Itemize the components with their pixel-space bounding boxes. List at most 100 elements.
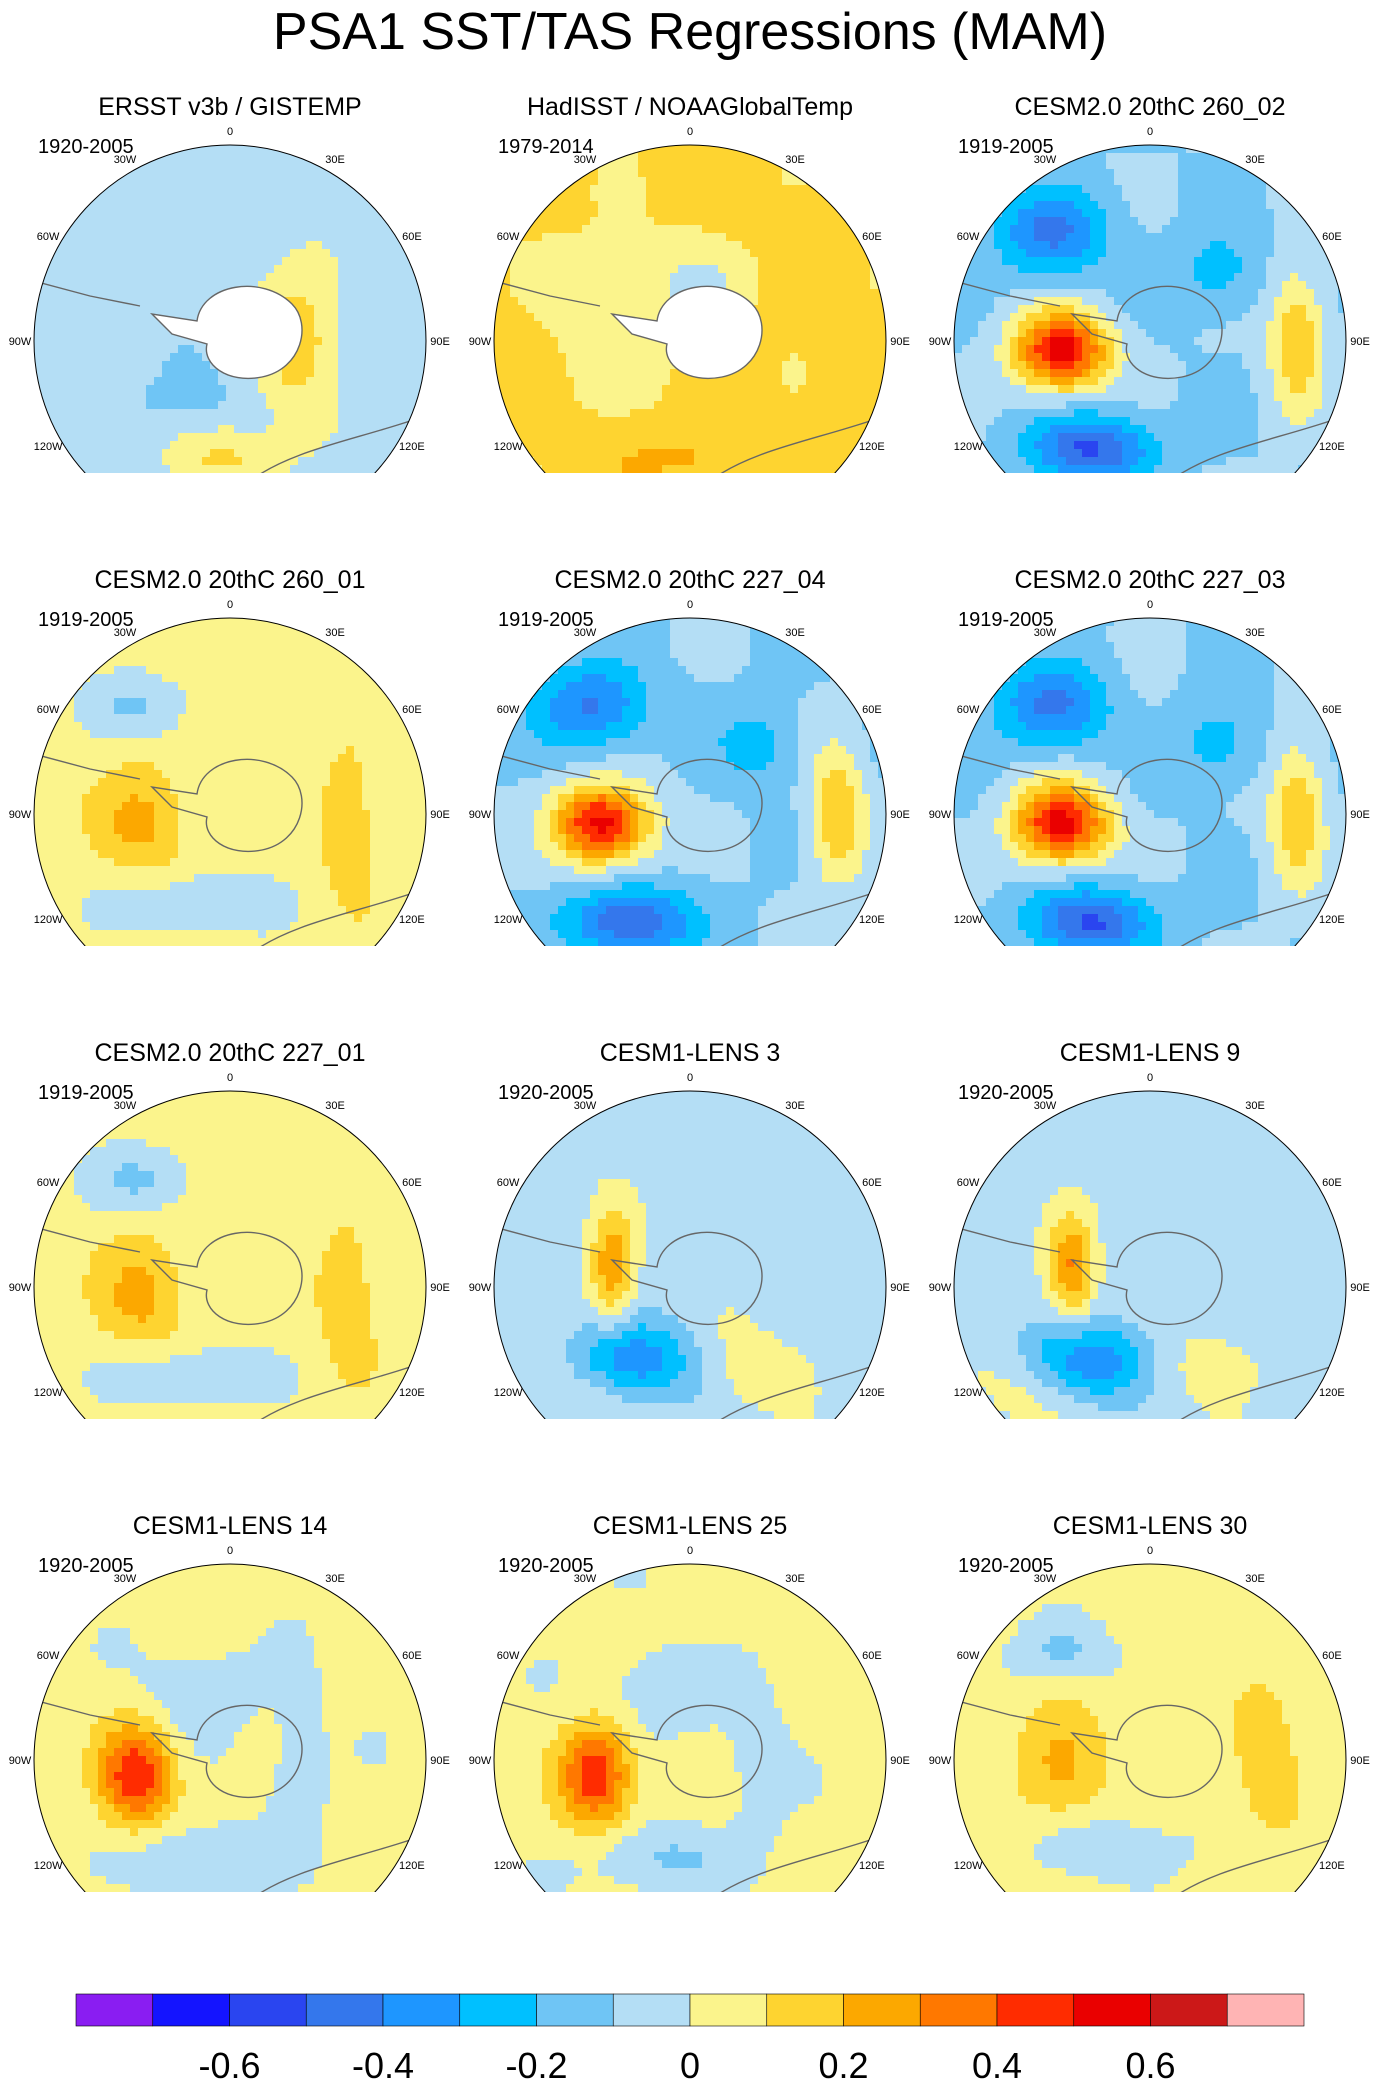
field-cell <box>814 393 823 402</box>
field-cell <box>878 321 886 330</box>
field-cell <box>66 329 75 338</box>
field-cell <box>566 449 575 458</box>
field-cell <box>106 289 115 298</box>
field-cell <box>774 313 783 322</box>
field-cell <box>1178 153 1187 162</box>
field-cell <box>1290 289 1299 298</box>
field-cell <box>322 337 331 346</box>
field-cell <box>130 209 139 218</box>
field-cell <box>1010 329 1019 338</box>
field-cell <box>694 257 703 266</box>
field-cell <box>558 457 567 466</box>
field-cell <box>1010 241 1019 250</box>
field-cell <box>962 321 971 330</box>
field-cell <box>558 257 567 266</box>
field-cell <box>670 233 679 242</box>
field-cell <box>194 393 203 402</box>
field-cell <box>362 377 371 386</box>
field-cell <box>510 265 519 274</box>
field-cell <box>790 305 799 314</box>
field-cell <box>598 393 607 402</box>
field-cell <box>774 321 783 330</box>
field-cell <box>662 169 671 178</box>
field-cell <box>186 393 195 402</box>
field-cell <box>130 417 139 426</box>
field-cell <box>34 337 43 346</box>
field-cell <box>750 417 759 426</box>
field-cell <box>558 425 567 434</box>
field-cell <box>1306 265 1315 274</box>
field-cell <box>226 393 235 402</box>
field-cell <box>138 369 147 378</box>
field-cell <box>178 297 187 306</box>
field-cell <box>170 161 179 170</box>
field-cell <box>114 465 123 473</box>
field-cell <box>1226 321 1235 330</box>
field-cell <box>58 425 67 434</box>
field-cell <box>66 217 75 226</box>
field-cell <box>1258 329 1267 338</box>
field-cell <box>598 265 607 274</box>
field-cell <box>1090 185 1099 194</box>
field-cell <box>702 153 711 162</box>
field-cell <box>346 265 355 274</box>
field-cell <box>82 393 91 402</box>
field-cell <box>774 257 783 266</box>
field-cell <box>1098 233 1107 242</box>
field-cell <box>726 449 735 458</box>
field-cell <box>66 297 75 306</box>
field-cell <box>638 161 647 170</box>
field-cell <box>542 401 551 410</box>
field-cell <box>638 345 647 354</box>
field-cell <box>1114 145 1123 154</box>
field-cell <box>378 433 387 442</box>
field-cell <box>1138 177 1147 186</box>
field-cell <box>314 321 323 330</box>
field-cell <box>1138 281 1147 290</box>
field-cell <box>806 265 815 274</box>
field-cell <box>678 465 687 473</box>
field-cell <box>386 377 395 386</box>
field-cell <box>322 433 331 442</box>
field-cell <box>830 313 839 322</box>
field-cell <box>418 329 426 338</box>
field-cell <box>702 177 711 186</box>
field-cell <box>346 385 355 394</box>
field-cell <box>1146 185 1155 194</box>
field-cell <box>822 441 831 450</box>
field-cell <box>1034 265 1043 274</box>
field-cell <box>678 201 687 210</box>
field-cell <box>362 249 371 258</box>
field-cell <box>718 449 727 458</box>
field-cell <box>758 281 767 290</box>
field-cell <box>130 329 139 338</box>
field-cell <box>378 465 387 473</box>
field-cell <box>394 313 403 322</box>
field-cell <box>1018 209 1027 218</box>
field-cell <box>306 249 315 258</box>
field-cell <box>766 265 775 274</box>
field-cell <box>1082 233 1091 242</box>
field-cell <box>1266 313 1275 322</box>
field-cell <box>322 353 331 362</box>
field-cell <box>1058 169 1067 178</box>
field-cell <box>170 361 179 370</box>
field-cell <box>830 193 839 202</box>
field-cell <box>558 337 567 346</box>
field-cell <box>1130 329 1139 338</box>
field-cell <box>662 273 671 282</box>
field-cell <box>798 185 807 194</box>
field-cell <box>782 273 791 282</box>
field-cell <box>1250 185 1259 194</box>
field-cell <box>314 457 323 466</box>
field-cell <box>178 409 187 418</box>
field-cell <box>98 377 107 386</box>
field-cell <box>646 353 655 362</box>
field-cell <box>970 321 979 330</box>
field-cell <box>1130 241 1139 250</box>
field-cell <box>686 401 695 410</box>
field-cell <box>170 193 179 202</box>
field-cell <box>774 401 783 410</box>
field-cell <box>354 385 363 394</box>
field-cell <box>122 249 131 258</box>
